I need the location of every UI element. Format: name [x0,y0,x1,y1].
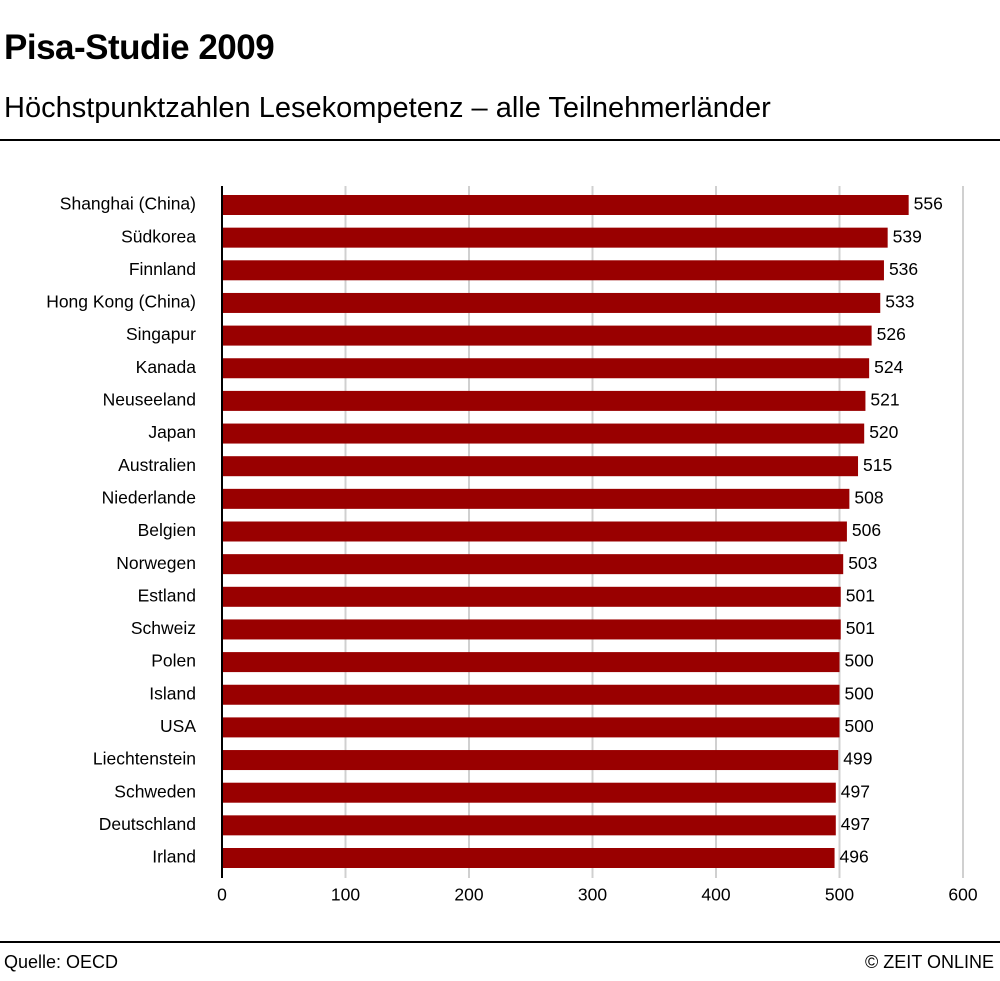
bar [222,292,881,313]
value-label: 515 [863,455,892,475]
category-label: Belgien [138,520,196,540]
bar [222,260,884,281]
bar [222,848,835,868]
x-tick-label: 600 [948,885,977,905]
x-tick-label: 100 [331,885,360,905]
value-label: 503 [848,553,877,573]
category-label: Niederlande [102,487,196,507]
value-label: 501 [846,618,875,638]
value-label: 506 [852,520,881,540]
bar-chart: Shanghai (China) 556 Südkorea 539 Finnland 53… [46,186,978,905]
category-label: Island [149,683,196,703]
value-label: 556 [914,194,943,214]
category-label: Australien [118,455,196,475]
category-label: Finnland [129,259,196,279]
x-tick-label: 400 [701,885,730,905]
bar [222,195,909,215]
bar [222,423,865,444]
bar [222,325,872,346]
category-label: Norwegen [116,553,196,573]
value-label: 526 [877,324,906,344]
bar [222,652,840,673]
value-label: 524 [874,357,903,377]
category-label: Singapur [126,324,196,344]
category-label: Schweiz [131,618,196,638]
category-label: Kanada [136,357,197,377]
copyright-credit: © ZEIT ONLINE [865,952,994,972]
category-label: Shanghai (China) [60,194,196,214]
category-label: Irland [152,847,196,867]
bar [222,488,850,509]
bar [222,750,839,771]
axis-layer: 0 100 200 300 400 500 600 [217,186,978,905]
category-label: Liechtenstein [93,749,196,769]
bar [222,619,841,640]
top-divider [0,139,1000,141]
value-label: 497 [841,781,870,801]
category-label: Japan [148,422,196,442]
label-layer: Shanghai (China) 556 Südkorea 539 Finnland 53… [46,194,943,867]
bar [222,358,870,379]
bar [222,554,844,575]
x-tick-label: 500 [825,885,854,905]
x-tick-label: 300 [578,885,607,905]
category-label: Deutschland [99,814,196,834]
source-note: Quelle: OECD [4,952,119,972]
category-label: Neuseeland [103,390,196,410]
category-label: Estland [138,585,196,605]
value-label: 533 [885,292,914,312]
value-label: 536 [889,259,918,279]
value-label: 508 [854,487,883,507]
bar [222,815,836,836]
chart-title: Pisa-Studie 2009 [4,28,275,67]
bar [222,390,866,411]
category-label: Schweden [114,781,196,801]
bar [222,227,888,248]
category-label: USA [160,716,196,736]
bar [222,521,847,542]
category-label: Südkorea [121,226,196,246]
value-label: 539 [893,226,922,246]
value-label: 500 [845,651,874,671]
value-label: 521 [870,390,899,410]
chart-subtitle: Höchstpunktzahlen Lesekompetenz – alle T… [4,92,771,124]
bottom-divider [0,941,1000,943]
bar [222,684,840,705]
category-label: Polen [151,651,196,671]
value-label: 500 [845,716,874,736]
value-label: 499 [843,749,872,769]
value-label: 496 [840,847,869,867]
value-label: 497 [841,814,870,834]
value-label: 520 [869,422,898,442]
value-label: 501 [846,585,875,605]
x-tick-label: 0 [217,885,227,905]
bar [222,586,841,607]
x-tick-label: 200 [454,885,483,905]
category-label: Hong Kong (China) [46,292,196,312]
bar [222,782,836,803]
bar [222,456,859,477]
value-label: 500 [845,683,874,703]
bar [222,717,840,738]
bar-layer [222,195,909,868]
